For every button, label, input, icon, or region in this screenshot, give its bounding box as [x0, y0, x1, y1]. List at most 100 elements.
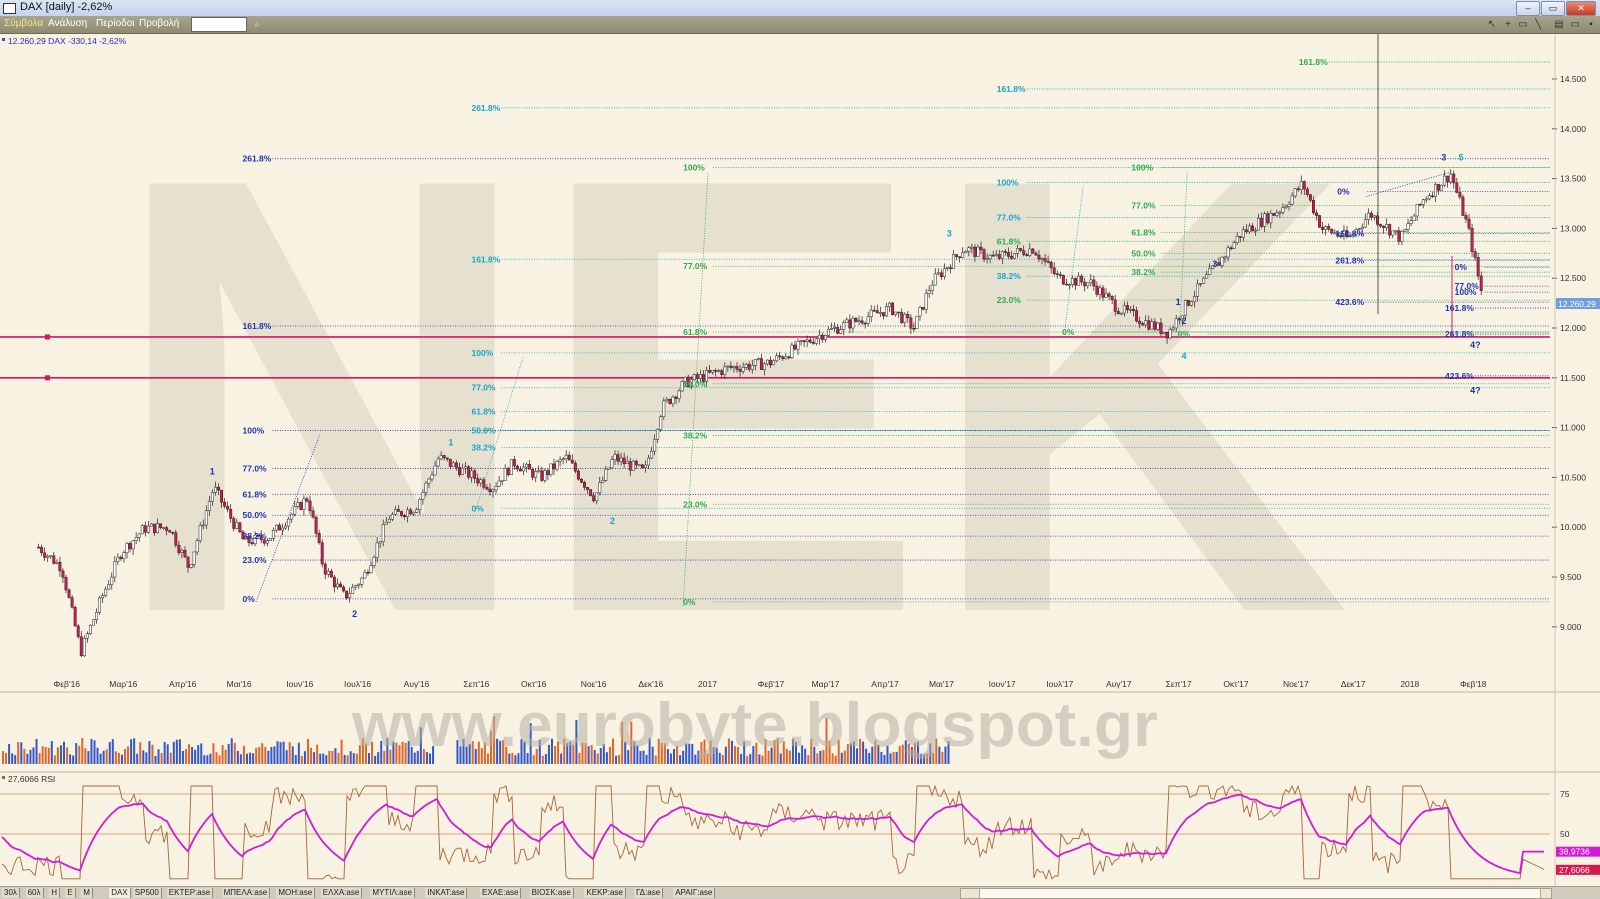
candle-body: [784, 356, 788, 360]
scrollbar-thumb[interactable]: [979, 889, 1541, 898]
candle-body: [360, 577, 364, 585]
menu-symbols[interactable]: Σύμβολα: [4, 18, 44, 29]
candle-body: [1290, 195, 1294, 205]
bottom-tab[interactable]: H: [49, 888, 60, 898]
symbol-input[interactable]: [191, 17, 247, 32]
volume-bar: [368, 752, 370, 764]
bottom-tab[interactable]: ΕΚΤΕΡ:ase: [166, 888, 214, 898]
candle-body: [1241, 229, 1245, 238]
candle-body: [698, 374, 702, 379]
candle-body: [942, 268, 946, 277]
volume-bar: [785, 748, 788, 764]
candle-body: [1077, 275, 1081, 286]
bottom-tab[interactable]: ΙΝΚΑΤ:ase: [425, 888, 468, 898]
close-button[interactable]: ✕: [1566, 1, 1596, 16]
bottom-tab[interactable]: ΚΕΚΡ:ase: [584, 888, 626, 898]
volume-bar: [798, 752, 801, 764]
bottom-tab[interactable]: ΜΠΕΛΑ:ase: [221, 888, 271, 898]
cursor-icon[interactable]: ↖: [1487, 19, 1497, 30]
wave-label: 3: [1441, 153, 1446, 163]
volume-bar: [172, 741, 175, 764]
volume-bar: [154, 755, 157, 764]
last-price-tag: [1556, 298, 1600, 309]
volume-bar: [910, 746, 913, 764]
volume-bar: [618, 755, 621, 764]
volume-bar: [648, 738, 651, 764]
bottom-tab[interactable]: ΑΡΑΙΓ:ase: [673, 888, 716, 898]
crosshair-icon[interactable]: +: [1505, 19, 1511, 30]
candle-body: [256, 534, 260, 537]
x-tick-label: Μαρ'16: [109, 679, 137, 689]
candle-body: [909, 317, 913, 329]
candle-body: [857, 320, 861, 323]
volume-bar: [413, 752, 416, 764]
candle-body: [674, 396, 678, 399]
volume-bar: [236, 750, 239, 764]
candle-body: [668, 398, 672, 404]
candle-body: [448, 458, 452, 467]
candle-body: [958, 256, 962, 258]
candle-body: [1232, 242, 1236, 249]
candle-body: [1266, 213, 1270, 224]
wave-label: 4?: [1470, 340, 1481, 350]
candle-body: [671, 396, 675, 404]
rectangle-icon[interactable]: ▭: [1518, 19, 1528, 30]
search-icon[interactable]: ⌕: [254, 19, 260, 30]
candle-body: [1171, 327, 1175, 330]
bottom-tab[interactable]: M: [81, 888, 93, 898]
volume-bar: [221, 745, 224, 764]
save-icon[interactable]: ▪: [1589, 19, 1593, 30]
volume-bar: [816, 753, 819, 764]
bottom-tab[interactable]: ΜΟΗ:ase: [276, 888, 316, 898]
candle-body: [1394, 230, 1398, 232]
candle-body: [1464, 215, 1468, 220]
candle-body: [1125, 305, 1129, 311]
candle-body: [146, 525, 150, 533]
candle-body: [964, 251, 968, 254]
candle-body: [55, 561, 59, 564]
volume-bar: [499, 740, 502, 764]
bottom-tab[interactable]: E: [65, 888, 76, 898]
bottom-tab[interactable]: SP500: [132, 888, 162, 898]
bottom-tab[interactable]: ΕΛΧΑ:ase: [320, 888, 363, 898]
menu-periods[interactable]: Περίοδοι: [96, 18, 135, 29]
minimize-button[interactable]: –: [1516, 1, 1540, 16]
bottom-tab[interactable]: ΜΥΤΙΛ:ase: [370, 888, 415, 898]
candle-body: [845, 319, 849, 323]
candle-body: [613, 454, 617, 461]
maximize-button[interactable]: ▭: [1541, 1, 1565, 16]
candle-body: [506, 467, 510, 475]
bottom-tab[interactable]: ΒΙΟΣΚ:ase: [529, 888, 574, 898]
candle-body: [805, 339, 809, 342]
candle-body: [598, 482, 602, 494]
bottom-tab[interactable]: DAX: [109, 888, 131, 898]
chart-area[interactable]: NEK 161.8%161.8%261.8%261.8%100% 100%100%…: [0, 34, 1600, 886]
candle-body: [342, 586, 346, 592]
candle-body: [833, 327, 837, 329]
line-icon[interactable]: ╲: [1534, 19, 1542, 30]
volume-bar: [874, 740, 877, 764]
candle-body: [885, 306, 888, 317]
x-tick-label: Απρ'16: [169, 679, 197, 689]
volume-bar: [124, 749, 126, 764]
horizontal-scrollbar[interactable]: [960, 888, 1552, 899]
candle-body: [817, 334, 821, 340]
bottom-tab[interactable]: ΓΔ:ase: [634, 888, 664, 898]
candle-body: [366, 572, 370, 574]
bottom-tab[interactable]: ΕΧΑΕ:ase: [480, 888, 522, 898]
bottom-tab[interactable]: 30λ: [2, 888, 20, 898]
rsi-ma-value: 38,9736: [1559, 847, 1590, 857]
volume-bar: [355, 753, 358, 764]
bottom-tab[interactable]: 60λ: [25, 888, 44, 898]
candle-body: [836, 327, 840, 334]
candle-body: [61, 570, 65, 578]
fib-label: 50.0%: [243, 510, 268, 520]
menu-analysis[interactable]: Ανάλυση: [48, 18, 88, 29]
x-tick-label: 2018: [1400, 679, 1419, 689]
layout-icon[interactable]: ▤: [1554, 19, 1564, 30]
candle-body: [1208, 268, 1212, 275]
candle-body: [1321, 226, 1325, 230]
window-icon[interactable]: ▭: [1570, 19, 1580, 30]
volume-bar: [169, 752, 172, 764]
menu-view[interactable]: Προβολή: [139, 18, 180, 29]
